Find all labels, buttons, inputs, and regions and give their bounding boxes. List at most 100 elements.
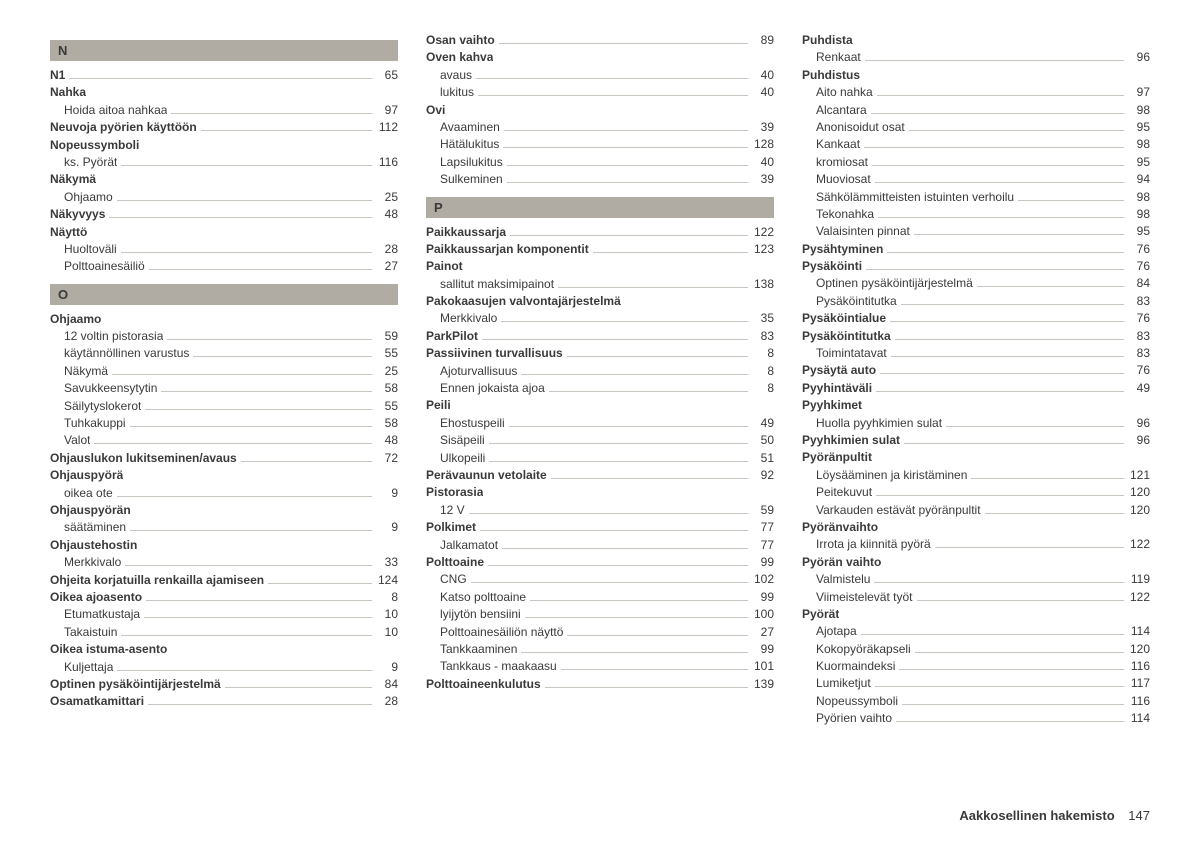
entry-label: Paikkaussarjan komponentit: [426, 241, 589, 258]
index-entry: Huoltoväli28: [50, 241, 398, 258]
index-entry: Ohjauspyörän: [50, 502, 398, 519]
leader-dots: [201, 130, 372, 131]
entry-label: avaus: [426, 67, 472, 84]
entry-label: Avaaminen: [426, 119, 500, 136]
entry-page: 119: [1128, 571, 1150, 588]
entry-page: 55: [376, 345, 398, 362]
entry-label: Sisäpeili: [426, 432, 485, 449]
index-entry: Näkyvyys48: [50, 206, 398, 223]
entry-label: Oikea ajoasento: [50, 589, 142, 606]
index-entry: Tankkaaminen99: [426, 641, 774, 658]
entry-page: 120: [1128, 502, 1150, 519]
leader-dots: [117, 200, 372, 201]
index-entry: Irrota ja kiinnitä pyörä122: [802, 536, 1150, 553]
entry-page: 124: [376, 572, 398, 589]
index-entry: Pysäytä auto76: [802, 362, 1150, 379]
index-entry: Pakokaasujen valvontajärjestelmä: [426, 293, 774, 310]
leader-dots: [488, 565, 748, 566]
entry-label: säätäminen: [50, 519, 126, 536]
entry-page: 55: [376, 398, 398, 415]
entry-label: Takaistuin: [50, 624, 117, 641]
entry-page: 40: [752, 154, 774, 171]
leader-dots: [895, 339, 1124, 340]
entry-page: 116: [1128, 658, 1150, 675]
leader-dots: [880, 373, 1124, 374]
entry-page: 128: [752, 136, 774, 153]
entry-label: Nopeussymboli: [802, 693, 898, 710]
entry-page: 28: [376, 241, 398, 258]
leader-dots: [489, 443, 748, 444]
entry-label: Tankkaaminen: [426, 641, 517, 658]
entry-label: Merkkivalo: [50, 554, 121, 571]
leader-dots: [149, 269, 372, 270]
index-entry: Ovi: [426, 102, 774, 119]
section-header: N: [50, 40, 398, 61]
leader-dots: [551, 478, 748, 479]
index-entry: Lapsilukitus40: [426, 154, 774, 171]
entry-label: Kankaat: [802, 136, 860, 153]
index-entry: Peili: [426, 397, 774, 414]
index-entry: Osamatkamittari28: [50, 693, 398, 710]
entry-label: Katso polttoaine: [426, 589, 526, 606]
entry-page: 10: [376, 606, 398, 623]
leader-dots: [241, 461, 372, 462]
entry-page: 40: [752, 84, 774, 101]
entry-page: 114: [1128, 623, 1150, 640]
entry-page: 9: [376, 519, 398, 536]
leader-dots: [268, 583, 372, 584]
entry-label: Peitekuvut: [802, 484, 872, 501]
entry-page: 10: [376, 624, 398, 641]
index-entry: Näkymä25: [50, 363, 398, 380]
leader-dots: [148, 704, 372, 705]
entry-label: oikea ote: [50, 485, 113, 502]
index-entry: lukitus40: [426, 84, 774, 101]
entry-label: Polkimet: [426, 519, 476, 536]
entry-page: 98: [1128, 136, 1150, 153]
entry-label: Pyyhintäväli: [802, 380, 872, 397]
index-entry: Nopeussymboli116: [802, 693, 1150, 710]
leader-dots: [567, 635, 748, 636]
leader-dots: [896, 721, 1124, 722]
entry-label: Polttoainesäiliön näyttö: [426, 624, 563, 641]
entry-label: Nopeussymboli: [50, 137, 139, 154]
leader-dots: [476, 78, 748, 79]
leader-dots: [125, 565, 372, 566]
index-entry: Pyyhkimien sulat96: [802, 432, 1150, 449]
leader-dots: [904, 443, 1124, 444]
index-entry: Pyöränvaihto: [802, 519, 1150, 536]
index-entry: Pysähtyminen76: [802, 241, 1150, 258]
index-entry: Polttoaine99: [426, 554, 774, 571]
leader-dots: [899, 669, 1124, 670]
entry-label: Osamatkamittari: [50, 693, 144, 710]
index-entry: Ajotapa114: [802, 623, 1150, 640]
entry-page: 39: [752, 171, 774, 188]
entry-page: 112: [376, 119, 398, 136]
index-entry: Paikkaussarjan komponentit123: [426, 241, 774, 258]
entry-page: 76: [1128, 362, 1150, 379]
index-entry: Pyöränpultit: [802, 449, 1150, 466]
index-entry: kromiosat95: [802, 154, 1150, 171]
entry-label: Polttoainesäiliö: [50, 258, 145, 275]
entry-page: 76: [1128, 310, 1150, 327]
entry-label: Passiivinen turvallisuus: [426, 345, 563, 362]
entry-label: Kuormaindeksi: [802, 658, 895, 675]
entry-label: Pysäköinti: [802, 258, 862, 275]
leader-dots: [871, 113, 1124, 114]
index-entry: Lumiketjut117: [802, 675, 1150, 692]
leader-dots: [112, 374, 372, 375]
entry-page: 99: [752, 589, 774, 606]
entry-page: 8: [752, 380, 774, 397]
entry-label: Pysähtyminen: [802, 241, 883, 258]
leader-dots: [144, 617, 372, 618]
leader-dots: [935, 547, 1124, 548]
index-entry: Puhdista: [802, 32, 1150, 49]
index-entry: Ohjaamo25: [50, 189, 398, 206]
leader-dots: [510, 235, 748, 236]
leader-dots: [121, 252, 372, 253]
index-entry: Valaisinten pinnat95: [802, 223, 1150, 240]
index-entry: Peitekuvut120: [802, 484, 1150, 501]
index-entry: Kuljettaja9: [50, 659, 398, 676]
entry-label: Oikea istuma-asento: [50, 641, 167, 658]
entry-label: lyijytön bensiini: [426, 606, 521, 623]
index-entry: Tankkaus - maakaasu101: [426, 658, 774, 675]
